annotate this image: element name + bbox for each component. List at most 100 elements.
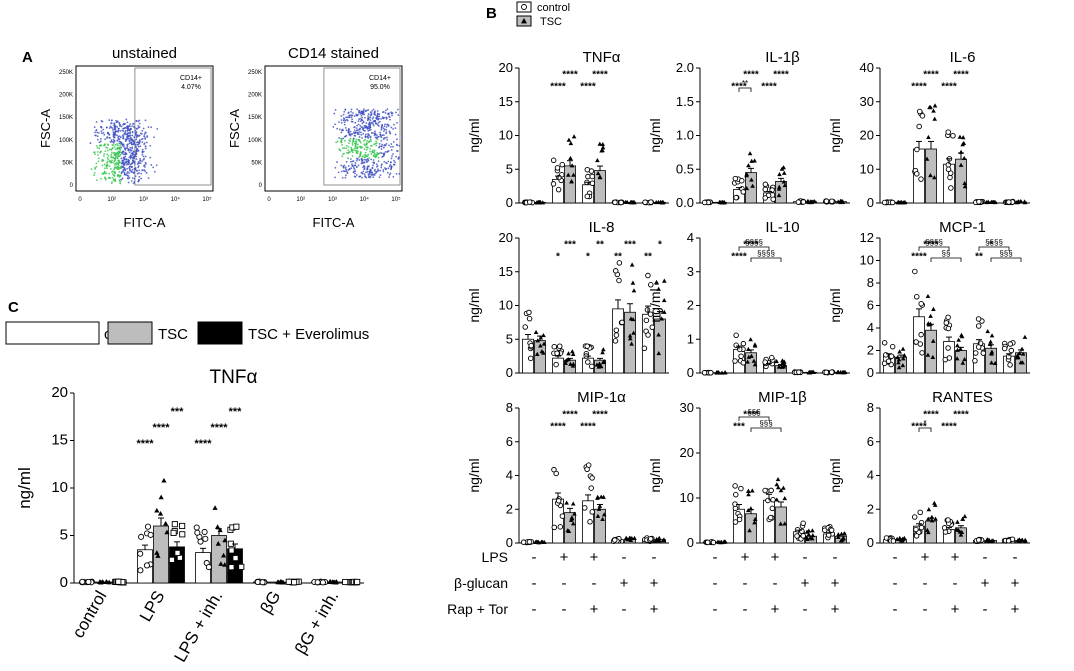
condition-sign: - bbox=[532, 549, 537, 566]
significance-stars: **** bbox=[550, 422, 566, 433]
data-point bbox=[736, 516, 743, 523]
data-point bbox=[568, 140, 574, 146]
data-point bbox=[1015, 537, 1021, 543]
flow-x-tick: 10⁵ bbox=[202, 196, 212, 203]
flow-x-label: FITC-A bbox=[124, 215, 166, 230]
data-point bbox=[171, 521, 178, 528]
data-point bbox=[641, 345, 648, 352]
significance-stars: **** bbox=[592, 410, 608, 421]
data-point bbox=[259, 579, 266, 586]
event-dot bbox=[144, 155, 147, 158]
data-point bbox=[1016, 355, 1021, 360]
flow-x-label: FITC-A bbox=[313, 215, 355, 230]
event-dot bbox=[374, 121, 377, 124]
event-dot bbox=[139, 157, 141, 160]
event-dot bbox=[94, 153, 96, 156]
bracket-label: §§ bbox=[942, 249, 951, 258]
data-point bbox=[932, 103, 938, 108]
event-dot bbox=[336, 161, 338, 163]
data-point bbox=[732, 483, 738, 489]
y-tick-label: 0.0 bbox=[676, 195, 694, 210]
data-point bbox=[569, 515, 575, 520]
event-dot bbox=[106, 153, 109, 156]
y-axis-label: ng/ml bbox=[827, 458, 843, 492]
significance-stars: * bbox=[586, 252, 590, 263]
event-dot bbox=[373, 170, 376, 172]
event-dot bbox=[384, 144, 387, 147]
chart-title: TNFα bbox=[210, 367, 258, 388]
data-point bbox=[168, 556, 175, 563]
event-dot bbox=[390, 149, 393, 151]
y-tick-label: 8 bbox=[867, 400, 874, 415]
event-dot bbox=[362, 139, 365, 142]
significance-stars: **** bbox=[923, 70, 939, 81]
data-point bbox=[733, 491, 739, 498]
event-dot bbox=[117, 155, 119, 158]
cytokine-chart-6: 024681012ng/mlMCP-1***********§§§§§§§§§§… bbox=[827, 219, 1030, 380]
event-dot bbox=[142, 127, 145, 130]
y-tick-label: 1 bbox=[687, 331, 694, 346]
event-dot bbox=[115, 119, 117, 122]
event-dot bbox=[358, 175, 361, 178]
data-point bbox=[972, 350, 979, 356]
event-dot bbox=[107, 132, 110, 134]
data-point bbox=[656, 535, 662, 540]
event-dot bbox=[129, 132, 132, 135]
legend-c-swatch-tsc-ev bbox=[197, 321, 243, 345]
event-dot bbox=[129, 154, 132, 157]
event-dot bbox=[126, 145, 129, 148]
data-point bbox=[749, 158, 755, 163]
event-dot bbox=[118, 135, 121, 138]
event-dot bbox=[130, 162, 133, 165]
significance-stars: **** bbox=[743, 240, 759, 251]
data-point bbox=[959, 334, 965, 339]
event-dot bbox=[353, 115, 356, 118]
event-dot bbox=[118, 146, 121, 149]
event-dot bbox=[346, 151, 348, 154]
event-dot bbox=[359, 124, 362, 127]
category-label: control bbox=[68, 588, 110, 642]
data-point bbox=[154, 507, 160, 513]
data-point bbox=[954, 527, 960, 532]
data-point bbox=[541, 539, 547, 544]
event-dot bbox=[351, 163, 353, 166]
event-dot bbox=[357, 123, 360, 126]
y-tick-label: 10 bbox=[51, 479, 68, 496]
data-point bbox=[662, 278, 667, 283]
data-point bbox=[584, 166, 591, 173]
event-dot bbox=[361, 122, 364, 125]
data-point bbox=[1008, 347, 1015, 354]
event-dot bbox=[334, 123, 337, 126]
data-point bbox=[174, 549, 181, 556]
event-dot bbox=[150, 126, 153, 129]
event-dot bbox=[96, 146, 99, 149]
event-dot bbox=[386, 138, 389, 141]
event-dot bbox=[111, 151, 113, 154]
flow-y-tick: 100K bbox=[248, 138, 262, 144]
event-dot bbox=[379, 169, 382, 172]
data-point bbox=[975, 344, 982, 350]
event-dot bbox=[116, 154, 119, 156]
data-point bbox=[842, 531, 848, 536]
event-dot bbox=[384, 109, 387, 112]
event-dot bbox=[114, 166, 117, 168]
data-point bbox=[770, 196, 776, 202]
event-dot bbox=[144, 131, 147, 134]
flow-y-tick: 200K bbox=[248, 93, 262, 99]
condition-sign: - bbox=[562, 601, 567, 618]
data-point bbox=[945, 129, 951, 135]
data-point bbox=[842, 369, 848, 374]
event-dot bbox=[110, 155, 113, 157]
event-dot bbox=[111, 170, 114, 173]
event-dot bbox=[126, 129, 129, 131]
condition-sign: + bbox=[560, 549, 569, 566]
event-dot bbox=[129, 138, 131, 140]
event-dot bbox=[359, 141, 362, 144]
flow-plot-1: unstained CD14+ 4.07% 250K 200K 150K 100K 50K 0 0… bbox=[38, 45, 214, 230]
condition-sign: - bbox=[893, 549, 898, 566]
event-dot bbox=[97, 132, 100, 134]
event-dot bbox=[343, 170, 346, 173]
event-dot bbox=[123, 156, 125, 159]
y-tick-label: 10 bbox=[860, 253, 874, 268]
